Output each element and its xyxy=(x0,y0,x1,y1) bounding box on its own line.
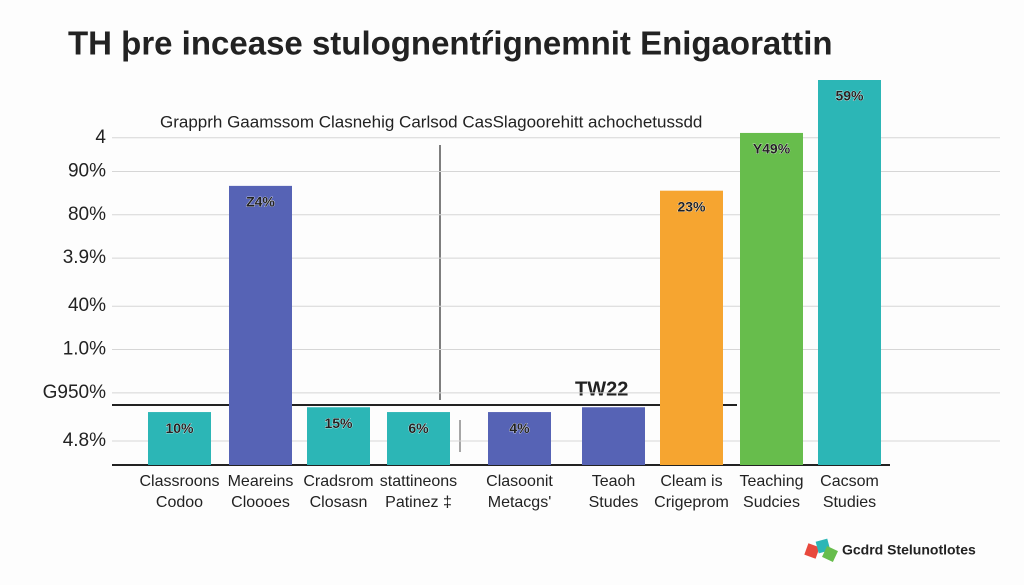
x-tick-label: Cradsrom Closasn xyxy=(303,473,373,511)
bar-label: Y49% xyxy=(753,141,791,157)
x-tick-label-line: Cleam is xyxy=(660,473,722,490)
x-tick-label: Cleam is Crigeprom xyxy=(654,473,729,511)
bar xyxy=(148,412,211,465)
x-tick-label-line: Meareins xyxy=(228,473,294,490)
x-tick-label-line: Teaoh xyxy=(592,473,636,490)
x-tick-label: Teaoh Studes xyxy=(589,473,639,511)
x-tick-label-line: Codoo xyxy=(156,494,203,511)
y-tick-label: 1.0% xyxy=(63,339,106,360)
x-tick-label: Meareins Cloooes xyxy=(228,473,294,511)
x-tick-label: Clasoonit Metacgs' xyxy=(486,473,553,511)
x-tick-label-line: Cloooes xyxy=(231,494,290,511)
x-tick-label-line: Classroons xyxy=(139,473,219,490)
x-tick-label-line: Studes xyxy=(589,494,639,511)
bar-label: 4% xyxy=(509,420,530,436)
x-tick-label-line: Crigeprom xyxy=(654,494,729,511)
bar xyxy=(387,412,450,465)
x-tick-label-line: Clasoonit xyxy=(486,473,553,490)
x-tick-label: Teaching Sudcies xyxy=(739,473,803,511)
bar xyxy=(740,132,803,465)
annotation: TW22 xyxy=(575,378,628,400)
bar xyxy=(307,407,370,465)
bar xyxy=(582,407,645,465)
y-tick-label: 4 xyxy=(95,127,106,148)
x-tick-label: stattineons Patinez ‡ xyxy=(380,473,457,511)
x-tick-label: Cacsom Studies xyxy=(820,473,879,511)
x-tick-label-line: Cradsrom xyxy=(303,473,373,490)
bar-label: 15% xyxy=(324,415,353,431)
y-tick-label: 90% xyxy=(68,160,106,181)
x-tick-label-line: Closasn xyxy=(310,494,368,511)
chart-subtitle: Grapprh Gaamssom Clasnehig Carlsod CasSl… xyxy=(160,112,702,131)
x-tick-label-line: Studies xyxy=(823,494,876,511)
bar-label: 10% xyxy=(165,420,194,436)
y-tick-label: 3.9% xyxy=(63,247,106,268)
bar xyxy=(229,185,292,465)
bar xyxy=(488,412,551,465)
logo-text: Gcdrd Stelunotlotes xyxy=(842,542,976,558)
y-tick-label: 4.8% xyxy=(63,430,106,451)
bar-label: 23% xyxy=(677,198,706,214)
bar-label: 59% xyxy=(835,88,864,104)
x-tick-label-line: Sudcies xyxy=(743,494,800,511)
x-tick-label: Classroons Codoo xyxy=(139,473,219,511)
bar-label: Z4% xyxy=(246,194,275,210)
logo-shape xyxy=(822,546,838,562)
x-tick-label-line: Cacsom xyxy=(820,473,879,490)
logo: Gcdrd Stelunotlotes xyxy=(804,538,976,562)
x-tick-label-line: Patinez ‡ xyxy=(385,494,452,511)
x-tick-label-line: Teaching xyxy=(739,473,803,490)
bar xyxy=(660,190,723,465)
y-tick-label: 40% xyxy=(68,295,106,316)
bar xyxy=(818,80,881,465)
chart-title: TH þre incease stulognentŕignemnit Eniga… xyxy=(68,25,833,62)
y-tick-label: 80% xyxy=(68,204,106,225)
x-tick-label-line: Metacgs' xyxy=(488,494,552,511)
x-tick-label-line: stattineons xyxy=(380,473,457,490)
bar-label: 6% xyxy=(408,420,429,436)
y-tick-label: G950% xyxy=(43,382,106,403)
logo-shape xyxy=(804,543,820,559)
